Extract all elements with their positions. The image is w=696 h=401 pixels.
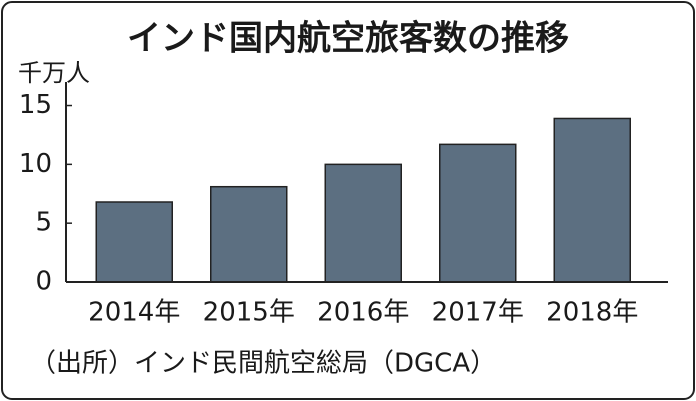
bar <box>553 117 631 283</box>
y-tick-label: 10 <box>19 149 52 179</box>
chart-title: インド国内航空旅客数の推移 <box>127 19 569 59</box>
bar <box>439 143 517 283</box>
source-note: （出所）インド民間航空総局（DGCA） <box>30 349 496 379</box>
x-tick-label: 2016年 <box>317 298 409 328</box>
bar <box>95 201 173 283</box>
x-tick-label: 2017年 <box>432 298 524 328</box>
x-tick-label: 2018年 <box>546 298 638 328</box>
bar <box>210 185 288 283</box>
unit-label: 千万人 <box>18 59 90 87</box>
x-tick-label: 2014年 <box>88 298 180 328</box>
y-tick-label: 0 <box>35 267 52 297</box>
y-tick-label: 5 <box>35 208 52 238</box>
x-tick-label: 2015年 <box>203 298 295 328</box>
bar <box>324 163 402 283</box>
y-tick-label: 15 <box>19 90 52 120</box>
